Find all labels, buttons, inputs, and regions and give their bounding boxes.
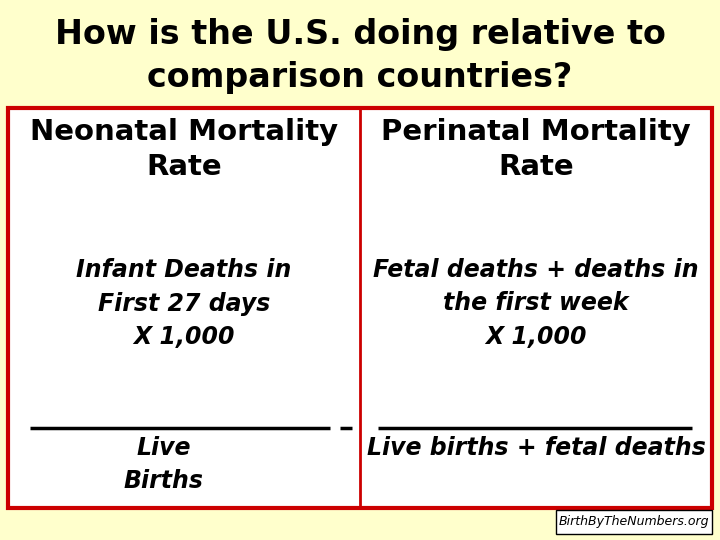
Bar	[8, 108, 712, 508]
Text: Live births + fetal deaths: Live births + fetal deaths	[366, 436, 706, 460]
Text: BirthByTheNumbers.org: BirthByTheNumbers.org	[559, 516, 709, 529]
Text: Neonatal Mortality
Rate: Neonatal Mortality Rate	[30, 118, 338, 180]
Text: Live
Births: Live Births	[124, 436, 204, 494]
Text: How is the U.S. doing relative to
comparison countries?: How is the U.S. doing relative to compar…	[55, 18, 665, 94]
Text: Infant Deaths in
First 27 days
X 1,000: Infant Deaths in First 27 days X 1,000	[76, 258, 292, 349]
Text: Perinatal Mortality
Rate: Perinatal Mortality Rate	[381, 118, 691, 180]
Text: Fetal deaths + deaths in
the first week
X 1,000: Fetal deaths + deaths in the first week …	[373, 258, 699, 349]
Bar	[556, 510, 712, 534]
